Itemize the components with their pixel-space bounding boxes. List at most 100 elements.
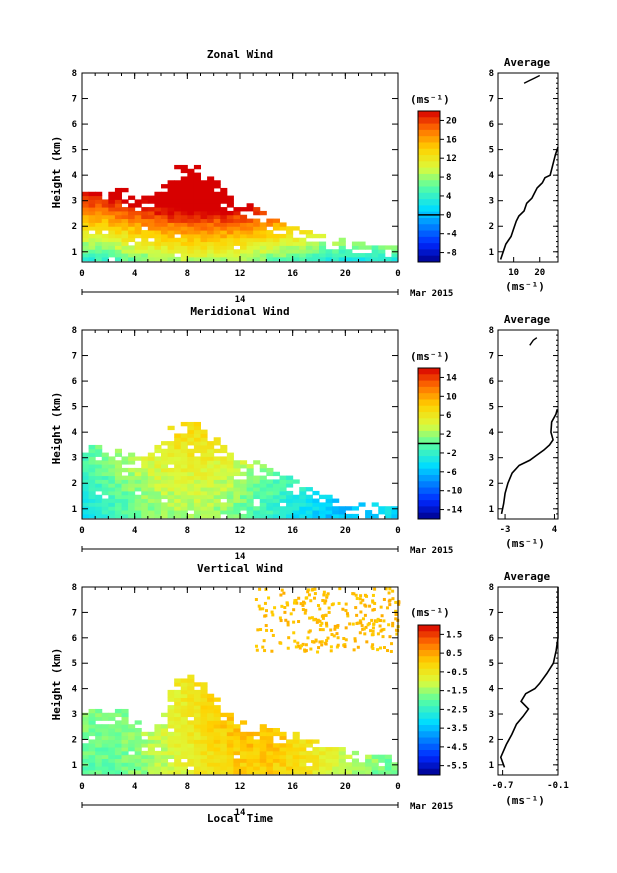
heatmap-cell	[279, 479, 287, 484]
heatmap-cell	[259, 513, 267, 519]
heatmap-cell	[82, 498, 90, 503]
heatmap-cell	[174, 701, 182, 706]
heatmap-cell	[341, 607, 345, 611]
heatmap-cell	[114, 214, 122, 220]
heatmap-cell	[187, 697, 195, 702]
heatmap-cell	[180, 750, 188, 756]
heatmap-cell	[88, 708, 96, 714]
heatmap-cell	[187, 762, 195, 767]
heatmap-cell	[82, 712, 90, 718]
heatmap-cell	[233, 218, 241, 223]
heatmap-cell	[226, 720, 234, 725]
heatmap-cell	[246, 731, 254, 737]
heatmap-cell	[101, 237, 109, 243]
heatmap-cell	[333, 624, 337, 628]
heatmap-cell	[353, 637, 357, 641]
heatmap-cell	[180, 214, 188, 220]
heatmap-cell	[187, 452, 195, 457]
heatmap-cell	[180, 686, 188, 691]
heatmap-cell	[213, 735, 221, 740]
heatmap-cell	[325, 494, 333, 500]
heatmap-cell	[161, 735, 169, 740]
heatmap-cell	[193, 172, 201, 177]
heatmap-cell	[338, 747, 346, 752]
heatmap-cell	[161, 210, 169, 216]
heatmap-cell	[390, 642, 394, 646]
heatmap-cell	[253, 249, 261, 254]
heatmap-cell	[101, 218, 109, 223]
heatmap-cell	[240, 207, 248, 212]
heatmap-cell	[240, 483, 248, 488]
heatmap-cell	[167, 502, 175, 507]
heatmap-cell	[101, 456, 109, 461]
heatmap-cell	[226, 490, 234, 496]
heatmap-cell	[193, 191, 201, 197]
heatmap-cell	[82, 487, 90, 492]
timeline-day-label: 14	[235, 295, 246, 305]
heatmap-cell	[147, 731, 155, 737]
heatmap-cell	[154, 460, 162, 465]
heatmap-cell	[240, 769, 248, 775]
heatmap-cell	[95, 487, 103, 492]
heatmap-cell	[95, 712, 103, 718]
heatmap-cell	[296, 644, 300, 648]
heatmap-cell	[299, 750, 307, 756]
heatmap-cell	[220, 199, 228, 204]
heatmap-cell	[187, 479, 195, 484]
heatmap-cell	[82, 245, 90, 250]
heatmap-cell	[82, 456, 90, 461]
heatmap-cell	[128, 210, 136, 216]
heatmap-cell	[321, 599, 325, 603]
profile-y-tick-label: 4	[489, 171, 495, 181]
heatmap-cell	[226, 253, 234, 258]
heatmap-cell	[325, 769, 333, 775]
heatmap-cell	[200, 735, 208, 740]
heatmap-cell	[180, 187, 188, 193]
heatmap-cell	[365, 253, 373, 258]
heatmap-cell	[82, 210, 90, 216]
heatmap-cell	[193, 697, 201, 702]
heatmap-cell	[226, 245, 234, 250]
heatmap-cell	[95, 214, 103, 220]
heatmap-cell	[161, 467, 169, 473]
heatmap-cell	[200, 226, 208, 231]
heatmap-cell	[174, 207, 182, 212]
heatmap-cell	[371, 769, 379, 775]
y-tick-label: 8	[72, 326, 77, 336]
heatmap-cell	[391, 597, 395, 601]
heatmap-cell	[207, 735, 215, 740]
heatmap-cell	[220, 712, 228, 718]
heatmap-cell	[114, 762, 122, 767]
heatmap-cell	[292, 731, 300, 737]
heatmap-cell	[345, 249, 353, 254]
heatmap-cell	[128, 218, 136, 223]
heatmap-cell	[279, 233, 287, 239]
colorbar-tick-label: -14	[446, 506, 463, 516]
heatmap-cell	[220, 510, 228, 515]
heatmap-cell	[187, 429, 195, 434]
heatmap-cell	[358, 631, 362, 635]
heatmap-cell	[213, 195, 221, 200]
heatmap-cell	[180, 716, 188, 721]
heatmap-cell	[128, 479, 136, 484]
heatmap-cell	[226, 249, 234, 254]
heatmap-cell	[323, 601, 327, 605]
heatmap-cell	[134, 513, 142, 519]
heatmap-cell	[180, 437, 188, 442]
heatmap-cell	[88, 460, 96, 465]
heatmap-cell	[101, 735, 109, 740]
heatmap-cell	[82, 460, 90, 465]
heatmap-cell	[336, 643, 340, 647]
heatmap-cell	[193, 444, 201, 450]
heatmap-cell	[286, 483, 294, 488]
heatmap-cell	[114, 191, 122, 197]
heatmap-cell	[327, 606, 331, 610]
heatmap-cell	[88, 712, 96, 718]
heatmap-cell	[336, 624, 340, 628]
heatmap-cell	[187, 245, 195, 250]
heatmap-cell	[213, 448, 221, 454]
heatmap-cell	[286, 249, 294, 254]
heatmap-cell	[324, 599, 328, 603]
heatmap-cell	[213, 494, 221, 500]
heatmap-cell	[220, 241, 228, 246]
